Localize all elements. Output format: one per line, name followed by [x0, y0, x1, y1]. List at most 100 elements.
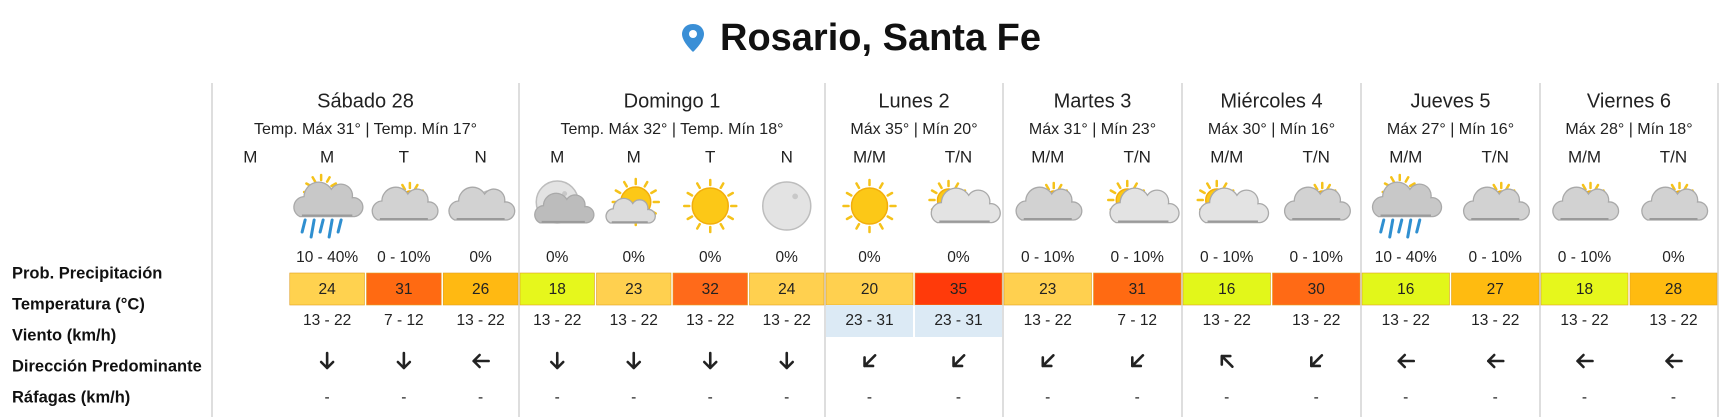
rain-drop: [1406, 218, 1413, 239]
temperature: 28: [1665, 281, 1682, 298]
period-label: M/M: [1210, 147, 1243, 166]
sun-ray: [686, 191, 694, 197]
sun-ray: [1390, 176, 1395, 183]
gusts: -: [1224, 389, 1229, 406]
temp-cell: [442, 272, 519, 306]
weather-icon: [1462, 181, 1530, 221]
wind-arrow: [952, 354, 966, 368]
cloud: [930, 187, 1001, 224]
precip-prob: 0%: [858, 249, 881, 266]
period-label: M/M: [1568, 147, 1601, 166]
wind-arrow: [1041, 354, 1055, 368]
precip-prob: 0%: [1662, 249, 1685, 266]
weather-icon: [1107, 179, 1180, 224]
sun-ray: [614, 189, 622, 195]
sun-ray: [1199, 189, 1206, 195]
precip-prob: 0%: [947, 249, 970, 266]
arrow-shape: [1310, 354, 1324, 368]
temperature: 20: [861, 281, 879, 298]
precip-prob: 0%: [469, 249, 492, 266]
sun-ray: [650, 189, 657, 195]
sun-ray: [1133, 182, 1138, 190]
sun-ray: [696, 182, 701, 190]
temp-cell: [596, 272, 672, 306]
wind-speed: 7 - 12: [1117, 312, 1157, 329]
temperature: 18: [549, 281, 566, 298]
sun-ray: [686, 215, 694, 221]
weather-icon: [534, 180, 595, 224]
sun-ray: [878, 222, 884, 230]
sun-ray: [1045, 183, 1050, 191]
precip-prob: 0 - 10%: [1290, 249, 1344, 266]
arrow-shape: [1576, 353, 1594, 369]
precip-prob: 0 - 10%: [1558, 249, 1612, 266]
weather-icon: [1015, 181, 1083, 221]
precip-prob: 0%: [623, 249, 646, 266]
sun-ray: [696, 222, 701, 230]
cloud: [605, 197, 656, 224]
weather-icon: [683, 178, 738, 234]
cloud: [448, 186, 516, 221]
gusts: -: [1671, 389, 1676, 406]
temperature: 23: [625, 281, 642, 298]
temp-cell: [1182, 272, 1271, 306]
arrow-shape: [396, 351, 412, 370]
temp-cell: [1540, 272, 1629, 306]
sun-ray: [727, 191, 735, 197]
wind-arrow: [319, 351, 335, 370]
temperature: 32: [702, 281, 719, 298]
sun-ray: [719, 222, 725, 230]
arrow-shape: [702, 351, 718, 370]
sun-ray: [937, 182, 943, 190]
wind-arrow: [472, 353, 490, 369]
precip-prob: 10 - 40%: [1375, 249, 1437, 266]
wind-arrow: [549, 351, 565, 370]
wind-speed: 23 - 31: [934, 312, 982, 329]
period-label: T/N: [1303, 147, 1330, 166]
wind-speed: 13 - 22: [686, 312, 734, 329]
arrow-shape: [472, 353, 490, 369]
sun-ray: [1581, 183, 1587, 191]
wind-arrow: [1310, 354, 1324, 368]
weather-icon: [371, 181, 439, 221]
arrow-shape: [626, 351, 642, 370]
wind-speed: 13 - 22: [303, 312, 351, 329]
sun-ray: [325, 176, 331, 183]
weather-icon: [928, 179, 1001, 224]
weather-icon: [293, 173, 364, 239]
sun-ray: [930, 189, 938, 195]
sun-ray: [855, 182, 861, 190]
temperature: 18: [1576, 281, 1593, 298]
gusts: -: [784, 389, 789, 406]
weather-icon: [1371, 173, 1443, 239]
temp-cell: [519, 272, 595, 306]
rain-drop: [300, 218, 307, 234]
sun-ray: [1408, 182, 1416, 188]
temperature: 16: [1218, 281, 1235, 298]
precip-prob: 0%: [776, 249, 799, 266]
row-label: Ráfagas (km/h): [12, 388, 130, 406]
day-name: Domingo 1: [624, 90, 721, 112]
period-label: N: [781, 147, 793, 166]
wind-arrow: [863, 354, 877, 368]
wind-arrow: [1665, 353, 1683, 369]
sun-ray: [719, 182, 725, 190]
sun-ray: [311, 176, 317, 183]
gusts: -: [1403, 389, 1408, 406]
wind-arrow: [1397, 353, 1416, 369]
arrow-shape: [1131, 354, 1145, 368]
temperature: 24: [319, 281, 337, 298]
wind-speed: 13 - 22: [1203, 312, 1251, 329]
temperature: 35: [950, 281, 967, 298]
temperature: 30: [1308, 281, 1326, 298]
temp-cell: [914, 272, 1003, 306]
temperature: 23: [1039, 281, 1056, 298]
temp-cell: [825, 272, 914, 306]
arrow-shape: [952, 354, 966, 368]
cloud: [371, 186, 439, 221]
day-name: Sábado 28: [317, 90, 414, 112]
day-name: Lunes 2: [878, 90, 949, 112]
gusts: -: [631, 389, 636, 406]
row-label: Dirección Predominante: [12, 357, 202, 375]
gusts: -: [867, 389, 872, 406]
